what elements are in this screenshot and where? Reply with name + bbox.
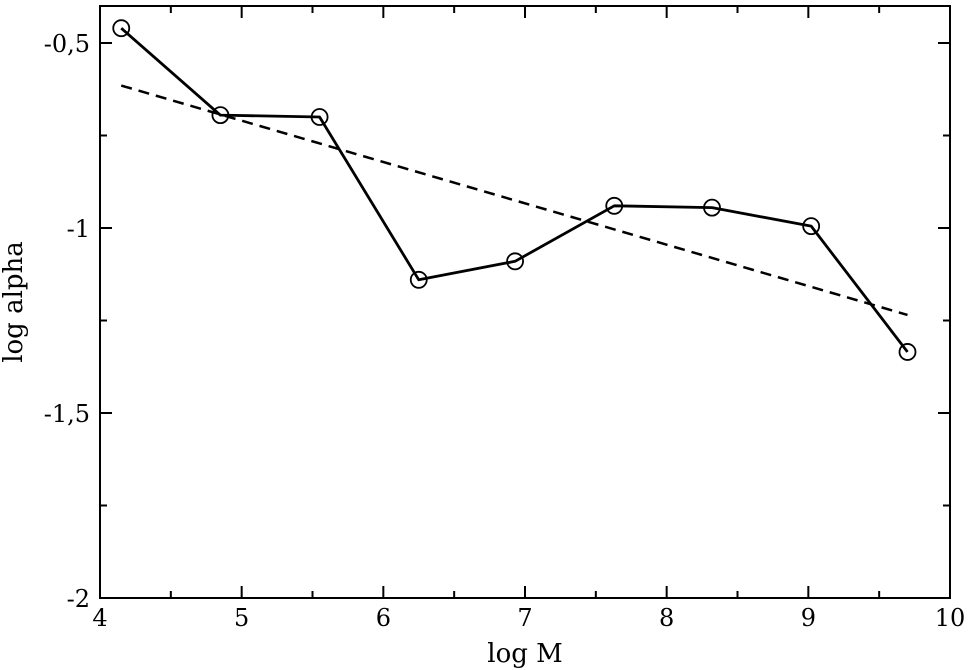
y-axis-title: log alpha — [0, 241, 29, 363]
y-tick-label: -1,5 — [44, 400, 90, 428]
x-tick-label: 9 — [801, 604, 816, 632]
y-tick-label: -2 — [67, 585, 90, 613]
series-0-point — [703, 198, 721, 217]
labels-layer: 4 5 6 7 8 9 10 -2 -1,5 -1 -0,5 — [44, 30, 966, 632]
y-tick-label: -0,5 — [44, 30, 90, 58]
series-0-point — [112, 19, 131, 38]
x-tick-label: 10 — [935, 604, 966, 632]
x-axis-title: log M — [487, 639, 563, 669]
series-0-line — [120, 27, 909, 353]
x-tick-label: 5 — [234, 604, 249, 632]
series-1-line — [120, 84, 908, 317]
series-0-point — [802, 217, 821, 236]
series-0-point — [310, 108, 329, 126]
x-tick-label: 7 — [517, 604, 532, 632]
x-tick-label: 6 — [376, 604, 391, 632]
series-0-point — [409, 270, 428, 289]
x-tick-label: 8 — [659, 604, 674, 632]
series-0-point — [605, 196, 624, 215]
plot-frame — [99, 5, 951, 599]
series-0-point — [506, 252, 524, 271]
series-layer — [112, 19, 917, 361]
x-tick-label: 4 — [92, 604, 107, 632]
ticks-layer — [99, 6, 951, 599]
series-0-point — [211, 106, 230, 125]
y-tick-label: -1 — [67, 215, 90, 243]
series-0-point — [898, 343, 917, 361]
